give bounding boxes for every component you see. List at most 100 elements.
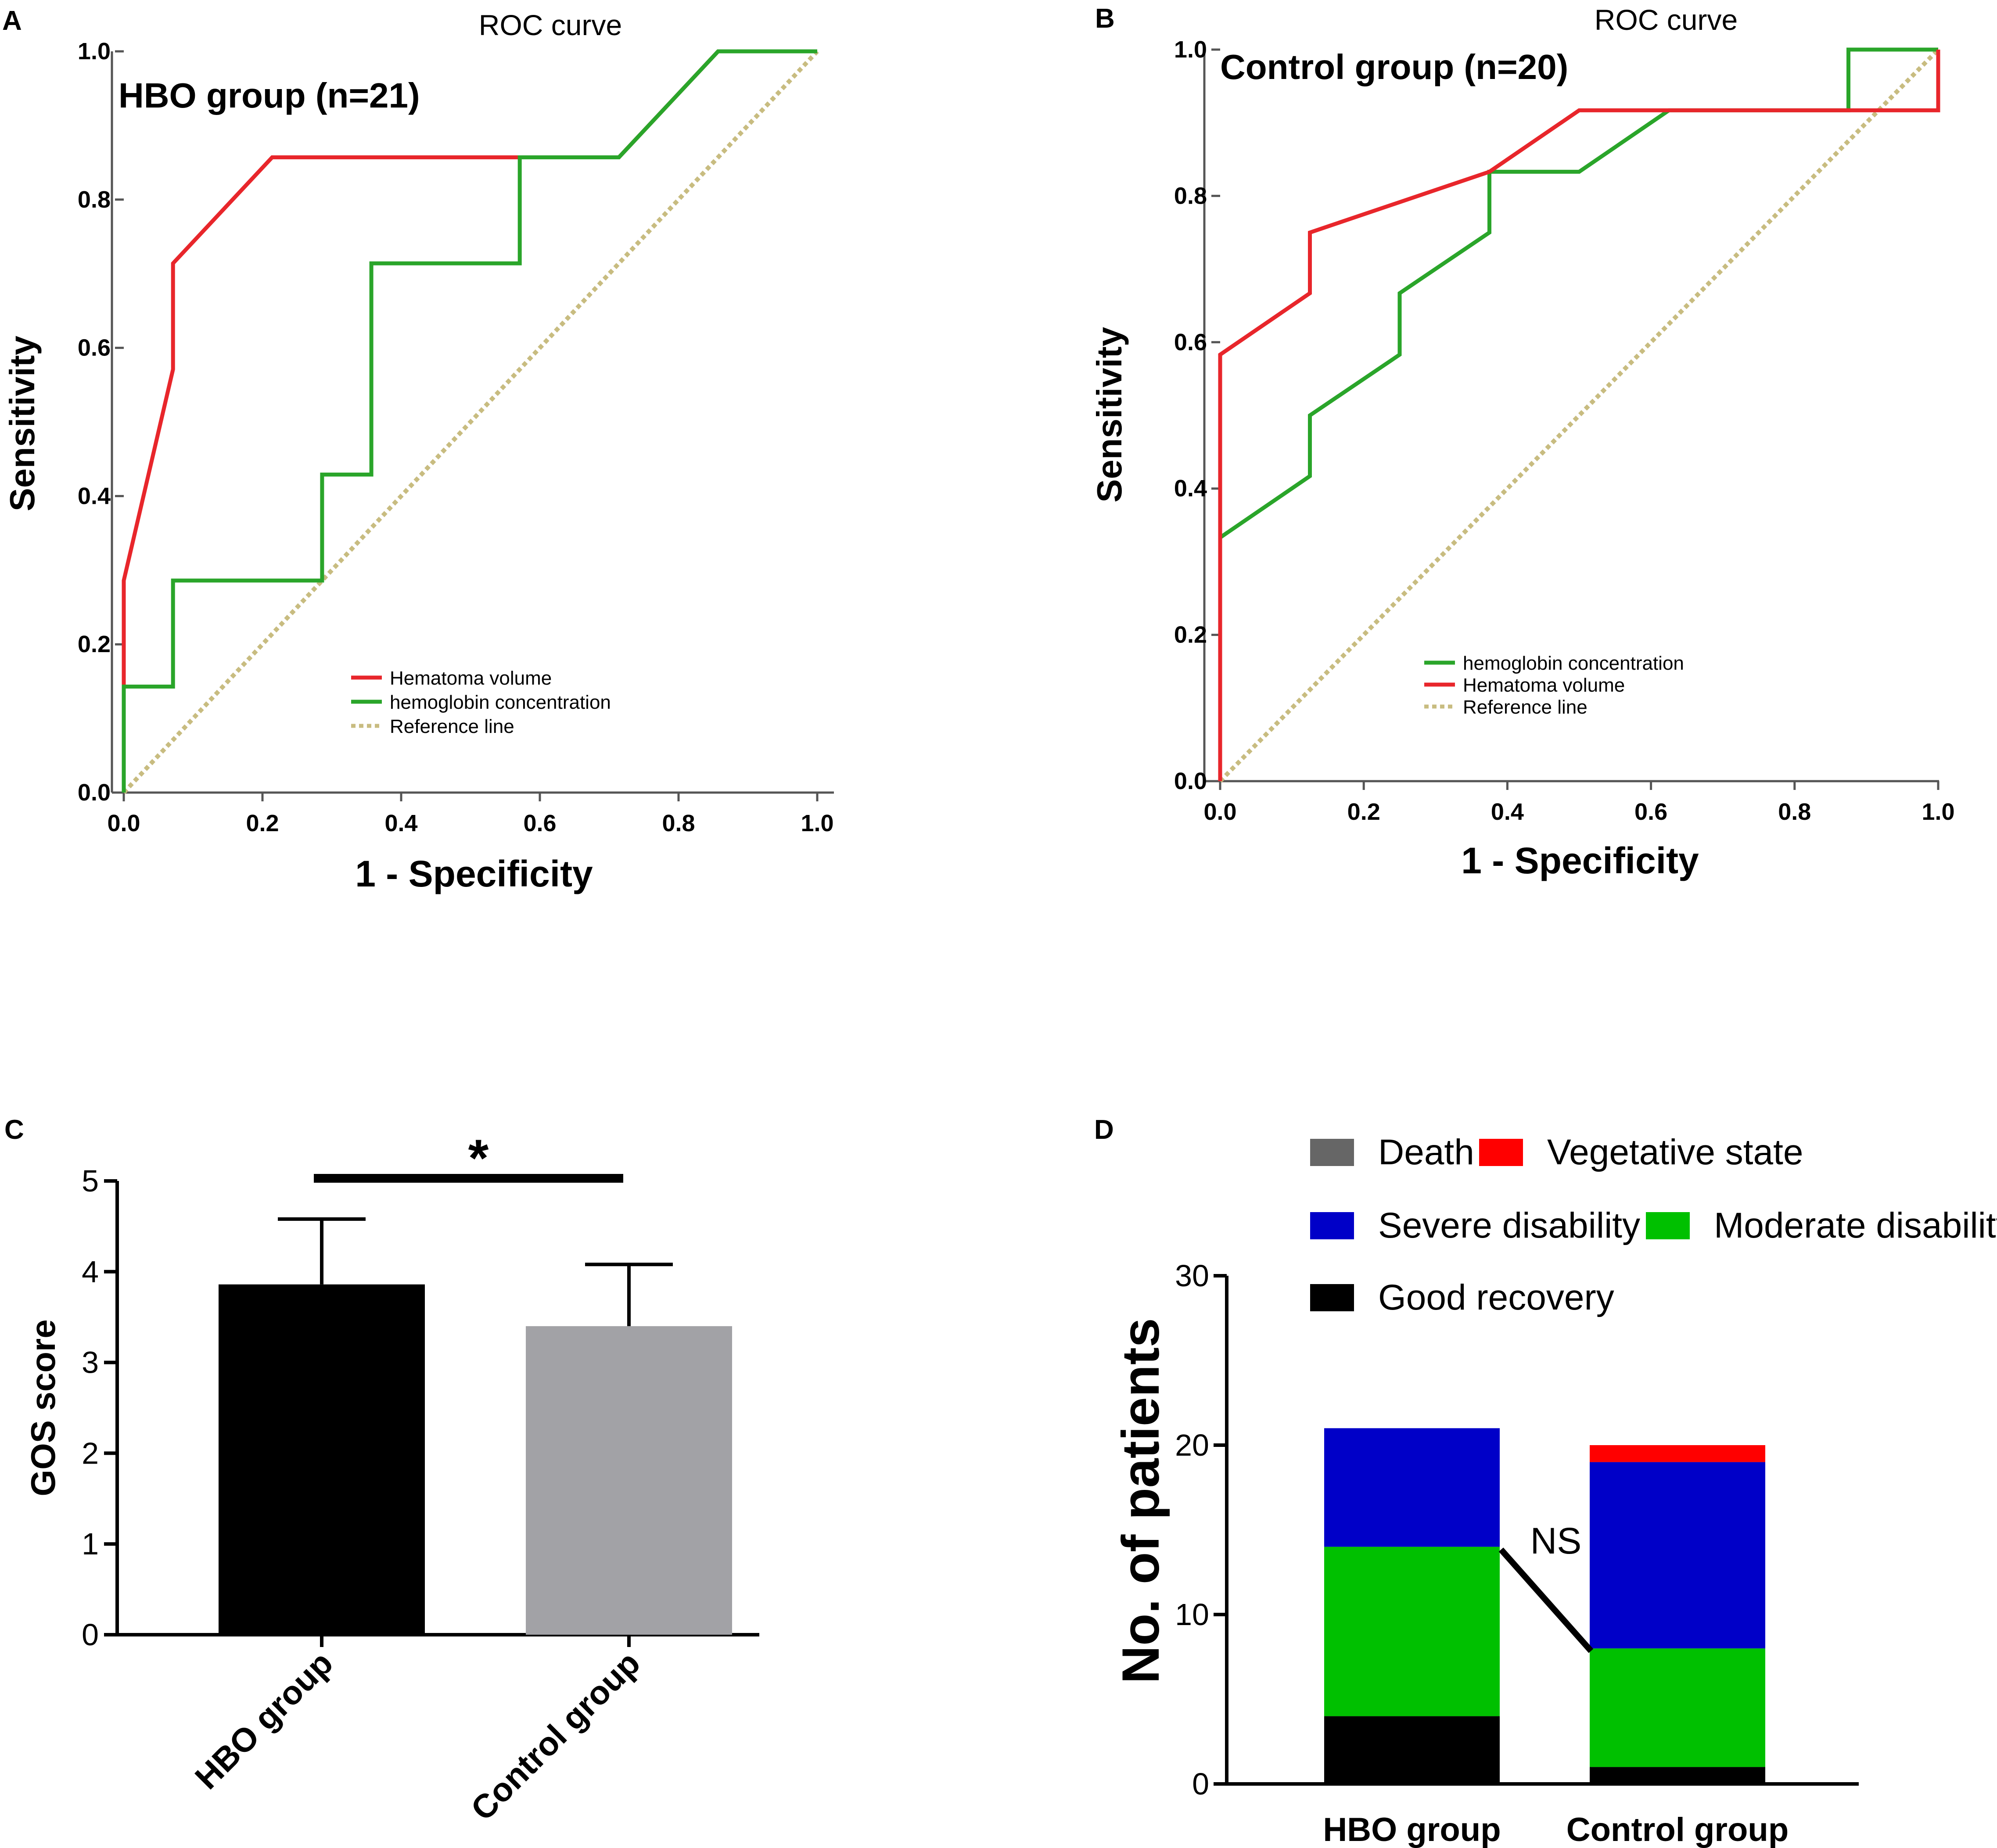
- panel-d-y-tick-label: 30: [1175, 1259, 1209, 1293]
- panel-c-y-tick-label: 4: [82, 1255, 99, 1289]
- panel-c-y-tick-label: 5: [82, 1164, 99, 1198]
- panel-b: B ROC curve Control group (n=20) 0.0 0.2 0…: [1090, 4, 1955, 881]
- panel-b-x-tick-label: 0.4: [1491, 799, 1524, 825]
- panel-a-title: ROC curve: [479, 9, 622, 41]
- panel-b-x-tick-label: 0.6: [1634, 799, 1667, 825]
- panel-a-xlabel: 1 - Specificity: [355, 853, 593, 894]
- panel-b-line-reference-line: [1218, 48, 1940, 783]
- panel-c-bar-control-group: [526, 1326, 732, 1635]
- panel-a-y-tick-label: 0.6: [78, 335, 111, 361]
- panel-b-ylabel: Sensitivity: [1090, 327, 1129, 502]
- panel-b-legend-label: Reference line: [1463, 696, 1588, 718]
- panel-b-x-tick-label: 0.0: [1203, 799, 1236, 825]
- panel-d-ns-label: NS: [1530, 1520, 1582, 1561]
- panel-d-legend-swatch: [1479, 1139, 1523, 1166]
- panel-d-legend-label: Death: [1378, 1132, 1474, 1172]
- panel-a-x-tick-label: 0.6: [523, 810, 556, 836]
- panel-a-subtitle: HBO group (n=21): [119, 76, 420, 115]
- panel-a-y-tick-label: 0.8: [78, 187, 111, 213]
- panel-d: D 0 10 20 30 HBO group Control group NS No. …: [1094, 1115, 1997, 1848]
- panel-a-x-tick-label: 0.4: [384, 810, 417, 836]
- panel-b-legend-label: Hematoma volume: [1463, 675, 1625, 696]
- panel-b-y-tick-label: 0.4: [1174, 475, 1207, 502]
- panel-d-legend-label: Vegetative state: [1547, 1132, 1803, 1172]
- panel-a-letter: A: [2, 6, 22, 36]
- panel-c-x-tick-label: Control group: [464, 1644, 647, 1828]
- panel-d-segment-vegetative-state: [1590, 1445, 1765, 1462]
- panel-a-legend-label: Hematoma volume: [390, 667, 552, 689]
- panel-d-legend-label: Moderate disability: [1714, 1206, 1997, 1245]
- panel-a-y-tick-label: 1.0: [78, 38, 111, 65]
- panel-d-legend-label: Severe disability: [1378, 1206, 1640, 1245]
- panel-a-x-tick-label: 0.2: [246, 810, 279, 836]
- panel-b-title: ROC curve: [1595, 4, 1738, 36]
- panel-c-letter: C: [4, 1115, 24, 1145]
- panel-b-y-tick-label: 0.2: [1174, 622, 1207, 648]
- panel-d-segment-good-recovery: [1324, 1716, 1500, 1784]
- panel-a-legend-label: hemoglobin concentration: [390, 692, 611, 713]
- panel-b-ticks: 0.0 0.2 0.4 0.6 0.8 1.0 0.0 0.2 0.4 0.6 0.8 1.0: [1174, 36, 1955, 825]
- panel-d-legend-swatch: [1646, 1212, 1690, 1239]
- panel-c-significance-star: *: [468, 1129, 489, 1188]
- panel-d-y-tick-label: 0: [1192, 1767, 1209, 1801]
- panel-b-letter: B: [1095, 4, 1115, 34]
- panel-b-x-tick-label: 0.8: [1778, 799, 1811, 825]
- panel-a-x-tick-label: 0.8: [662, 810, 695, 836]
- panel-d-y-tick-label: 20: [1175, 1428, 1209, 1462]
- panel-c-y-tick-label: 3: [82, 1346, 99, 1380]
- panel-c: C 0 1 2 3 4 5 HBO group Control group * GOS sc…: [4, 1115, 759, 1828]
- panel-b-line-hematoma-volume: [1218, 50, 1940, 781]
- panel-a-x-tick-label: 0.0: [107, 810, 140, 836]
- panel-d-ticks: 0 10 20 30: [1175, 1259, 1227, 1801]
- panel-b-x-tick-label: 1.0: [1922, 799, 1954, 825]
- panel-a-x-tick-label: 1.0: [801, 810, 833, 836]
- panel-b-y-tick-label: 0.8: [1174, 183, 1207, 209]
- panel-b-series: [1218, 47, 1940, 783]
- panel-a-ylabel: Sensitivity: [3, 335, 42, 511]
- panel-b-xlabel: 1 - Specificity: [1461, 840, 1699, 881]
- panel-d-letter: D: [1094, 1115, 1114, 1145]
- panel-d-segment-severe-disability: [1324, 1428, 1500, 1547]
- panel-c-ticks: 0 1 2 3 4 5: [82, 1164, 117, 1652]
- panel-d-ns-connector: [1498, 1547, 1594, 1653]
- panel-d-legend-swatch: [1310, 1284, 1354, 1311]
- panel-a-y-tick-label: 0.0: [78, 779, 111, 806]
- panel-b-legend-label: hemoglobin concentration: [1463, 653, 1684, 674]
- panel-d-ylabel: No. of patients: [1111, 1318, 1170, 1683]
- panel-d-legend-swatch: [1310, 1212, 1354, 1239]
- panel-b-x-tick-label: 0.2: [1347, 799, 1380, 825]
- panel-d-segment-moderate-disability: [1324, 1547, 1500, 1716]
- panel-b-y-tick-label: 0.0: [1174, 768, 1207, 794]
- panel-b-y-tick-label: 1.0: [1174, 36, 1207, 63]
- panel-d-bars: HBO group Control group: [1323, 1428, 1789, 1848]
- panel-c-ylabel: GOS score: [24, 1319, 62, 1496]
- panel-d-legend-label: Good recovery: [1378, 1277, 1614, 1317]
- panel-d-x-tick-label: Control group: [1566, 1811, 1789, 1848]
- panel-a-y-tick-label: 0.4: [78, 483, 111, 509]
- panel-a-line-reference-line: [122, 50, 819, 794]
- panel-a-y-tick-label: 0.2: [78, 631, 111, 657]
- panel-c-bar-hbo-group: [219, 1284, 425, 1635]
- panel-c-y-tick-label: 1: [82, 1527, 99, 1561]
- panel-d-legend: Good recovery Moderate disability Severe d…: [1310, 1132, 1997, 1317]
- panel-a-ticks: 0.0 0.2 0.4 0.6 0.8 1.0 0.0 0.2 0.4 0.6 0.8 1.0: [78, 38, 834, 836]
- panel-d-segment-moderate-disability: [1590, 1648, 1765, 1767]
- panel-a-legend-label: Reference line: [390, 716, 514, 737]
- panel-b-subtitle: Control group (n=20): [1220, 47, 1568, 86]
- panel-d-segment-severe-disability: [1590, 1462, 1765, 1649]
- panel-a: A ROC curve HBO group (n=21) 0.0 0.2 0.4 0.…: [2, 6, 834, 894]
- panel-a-line-hemoglobin-concentration: [122, 49, 817, 793]
- panel-d-legend-swatch: [1310, 1139, 1354, 1166]
- panel-d-x-tick-label: HBO group: [1323, 1811, 1501, 1848]
- panel-c-bars: HBO group Control group: [188, 1217, 732, 1828]
- panel-c-y-tick-label: 2: [82, 1436, 99, 1470]
- panel-a-legend: Hematoma volume hemoglobin concentration R…: [351, 667, 611, 737]
- panel-d-segment-good-recovery: [1590, 1767, 1765, 1784]
- panel-c-y-tick-label: 0: [82, 1618, 99, 1652]
- panel-d-y-tick-label: 10: [1175, 1597, 1209, 1632]
- panel-a-series: [122, 49, 819, 794]
- panel-c-x-tick-label: HBO group: [188, 1644, 340, 1797]
- panel-b-y-tick-label: 0.6: [1174, 329, 1207, 355]
